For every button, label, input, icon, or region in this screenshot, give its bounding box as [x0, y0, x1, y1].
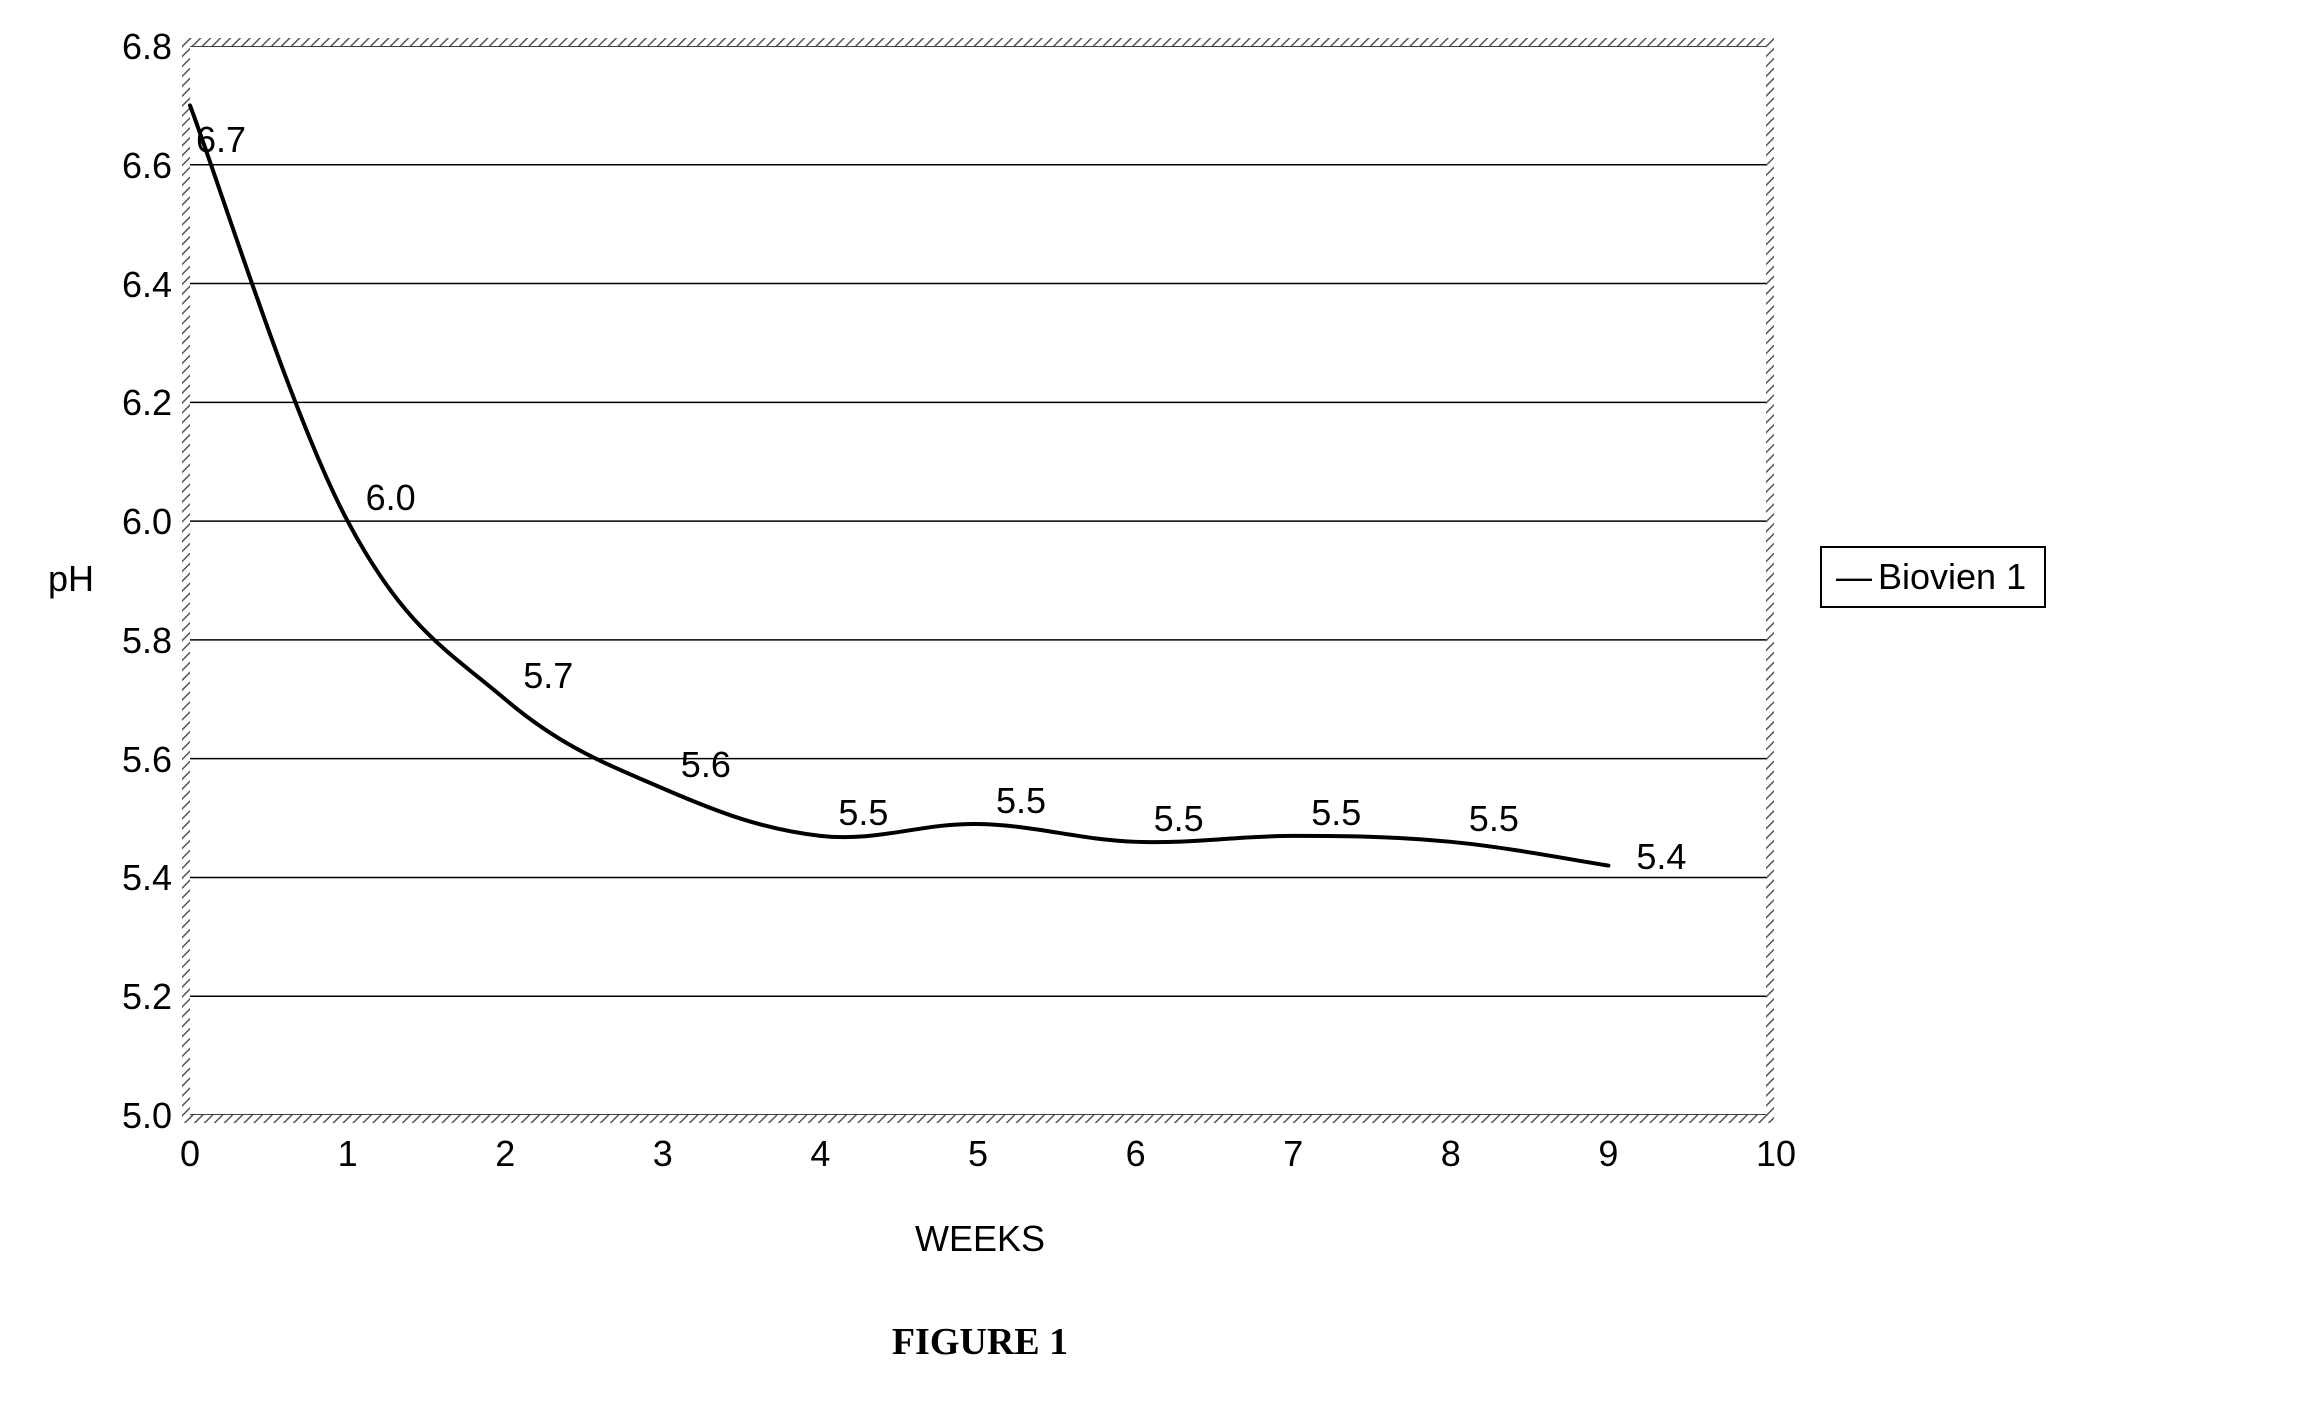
x-tick-label: 6: [1126, 1133, 1146, 1175]
x-tick-label: 3: [653, 1133, 673, 1175]
y-tick-label: 5.8: [122, 620, 172, 662]
data-point-label: 5.5: [1311, 792, 1361, 834]
x-tick-label: 1: [338, 1133, 358, 1175]
y-tick-label: 6.0: [122, 501, 172, 543]
y-tick-label: 6.8: [122, 26, 172, 68]
legend-line-icon: —: [1836, 556, 1870, 598]
y-tick-label: 5.6: [122, 739, 172, 781]
figure-container: pH WEEKS FIGURE 1 — Biovien 1 5.0 5.2 5.4 5…: [0, 0, 2297, 1409]
data-point-label: 5.7: [523, 655, 573, 697]
line-chart: [0, 0, 2297, 1409]
y-tick-label: 6.6: [122, 145, 172, 187]
legend: — Biovien 1: [1820, 546, 2046, 608]
data-point-label: 5.5: [996, 780, 1046, 822]
data-point-label: 5.5: [1469, 798, 1519, 840]
legend-item-label: Biovien 1: [1878, 556, 2026, 598]
data-point-label: 5.5: [838, 792, 888, 834]
x-tick-label: 7: [1283, 1133, 1303, 1175]
x-tick-label: 8: [1441, 1133, 1461, 1175]
data-point-label: 5.6: [681, 744, 731, 786]
y-tick-label: 6.2: [122, 382, 172, 424]
x-tick-label: 9: [1598, 1133, 1618, 1175]
figure-caption: FIGURE 1: [830, 1320, 1130, 1364]
x-tick-label: 0: [180, 1133, 200, 1175]
data-point-label: 5.5: [1154, 798, 1204, 840]
x-tick-label: 10: [1756, 1133, 1796, 1175]
x-tick-label: 5: [968, 1133, 988, 1175]
x-tick-label: 2: [495, 1133, 515, 1175]
y-tick-label: 6.4: [122, 264, 172, 306]
y-tick-label: 5.2: [122, 976, 172, 1018]
data-point-label: 5.4: [1636, 836, 1686, 878]
y-tick-label: 5.0: [122, 1095, 172, 1137]
x-axis-title: WEEKS: [880, 1218, 1080, 1260]
data-point-label: 6.7: [196, 119, 246, 161]
y-axis-title: pH: [48, 558, 94, 600]
x-tick-label: 4: [810, 1133, 830, 1175]
data-point-label: 6.0: [366, 477, 416, 519]
y-tick-label: 5.4: [122, 857, 172, 899]
